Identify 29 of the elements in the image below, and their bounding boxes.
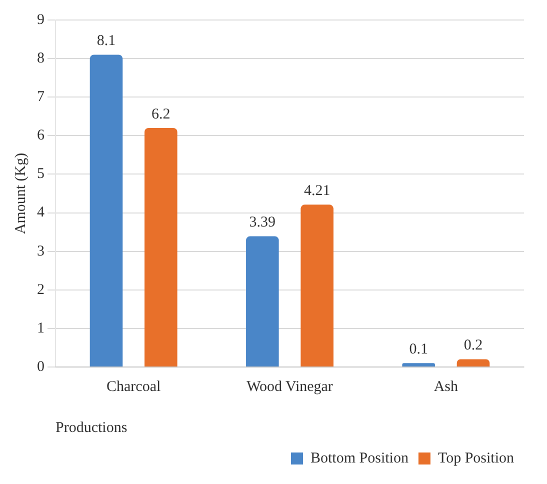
y-tick-label: 3 bbox=[37, 243, 44, 260]
y-tick-label: 4 bbox=[37, 204, 45, 221]
y-tick-label: 7 bbox=[37, 89, 45, 106]
data-label: 0.2 bbox=[464, 338, 483, 354]
data-label: 3.39 bbox=[249, 214, 276, 231]
x-axis-title: Productions bbox=[56, 420, 128, 436]
data-label: 4.21 bbox=[304, 183, 330, 200]
y-tick-label: 6 bbox=[37, 128, 45, 144]
bar bbox=[246, 236, 279, 366]
data-label: 6.2 bbox=[152, 106, 170, 122]
y-axis-title: Amount (Kg) bbox=[12, 152, 29, 234]
y-tick-label: 5 bbox=[37, 166, 44, 182]
y-tick-label: 1 bbox=[37, 320, 44, 336]
y-tick-label: 2 bbox=[37, 282, 44, 298]
x-tick-label: Charcoal bbox=[106, 378, 161, 395]
bar bbox=[300, 204, 334, 366]
y-tick-label: 8 bbox=[37, 50, 44, 66]
legend-label: Top Position bbox=[438, 450, 514, 466]
bar bbox=[144, 128, 178, 366]
legend-label: Bottom Position bbox=[310, 450, 409, 466]
x-tick-label: Wood Vinegar bbox=[246, 378, 333, 395]
bar bbox=[402, 363, 435, 366]
bar bbox=[90, 54, 123, 366]
x-tick-label: Ash bbox=[434, 378, 458, 395]
y-tick-label: 9 bbox=[37, 12, 44, 28]
data-label: 0.1 bbox=[409, 342, 428, 358]
y-tick-label: 0 bbox=[37, 358, 44, 375]
bar bbox=[456, 359, 490, 366]
data-label: 8.1 bbox=[96, 33, 116, 50]
